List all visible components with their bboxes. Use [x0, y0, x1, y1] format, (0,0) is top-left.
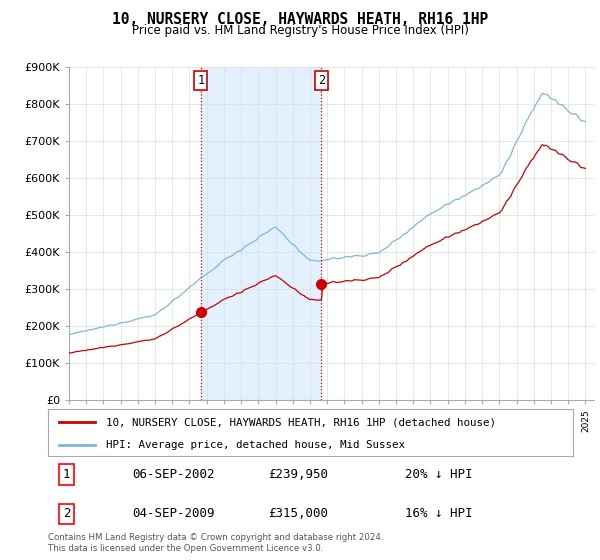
- Text: Contains HM Land Registry data © Crown copyright and database right 2024.
This d: Contains HM Land Registry data © Crown c…: [48, 533, 383, 553]
- Text: 10, NURSERY CLOSE, HAYWARDS HEATH, RH16 1HP: 10, NURSERY CLOSE, HAYWARDS HEATH, RH16 …: [112, 12, 488, 27]
- Text: 04-SEP-2009: 04-SEP-2009: [132, 507, 215, 520]
- Text: 10, NURSERY CLOSE, HAYWARDS HEATH, RH16 1HP (detached house): 10, NURSERY CLOSE, HAYWARDS HEATH, RH16 …: [106, 417, 496, 427]
- Text: 16% ↓ HPI: 16% ↓ HPI: [405, 507, 473, 520]
- Text: 2: 2: [318, 74, 325, 87]
- Text: 06-SEP-2002: 06-SEP-2002: [132, 468, 215, 481]
- Text: 1: 1: [197, 74, 205, 87]
- Text: £315,000: £315,000: [269, 507, 329, 520]
- Text: HPI: Average price, detached house, Mid Sussex: HPI: Average price, detached house, Mid …: [106, 440, 405, 450]
- Text: 1: 1: [62, 468, 70, 481]
- Text: £239,950: £239,950: [269, 468, 329, 481]
- Text: 2: 2: [62, 507, 70, 520]
- Text: Price paid vs. HM Land Registry's House Price Index (HPI): Price paid vs. HM Land Registry's House …: [131, 24, 469, 37]
- Bar: [201, 67, 322, 400]
- Text: 20% ↓ HPI: 20% ↓ HPI: [405, 468, 473, 481]
